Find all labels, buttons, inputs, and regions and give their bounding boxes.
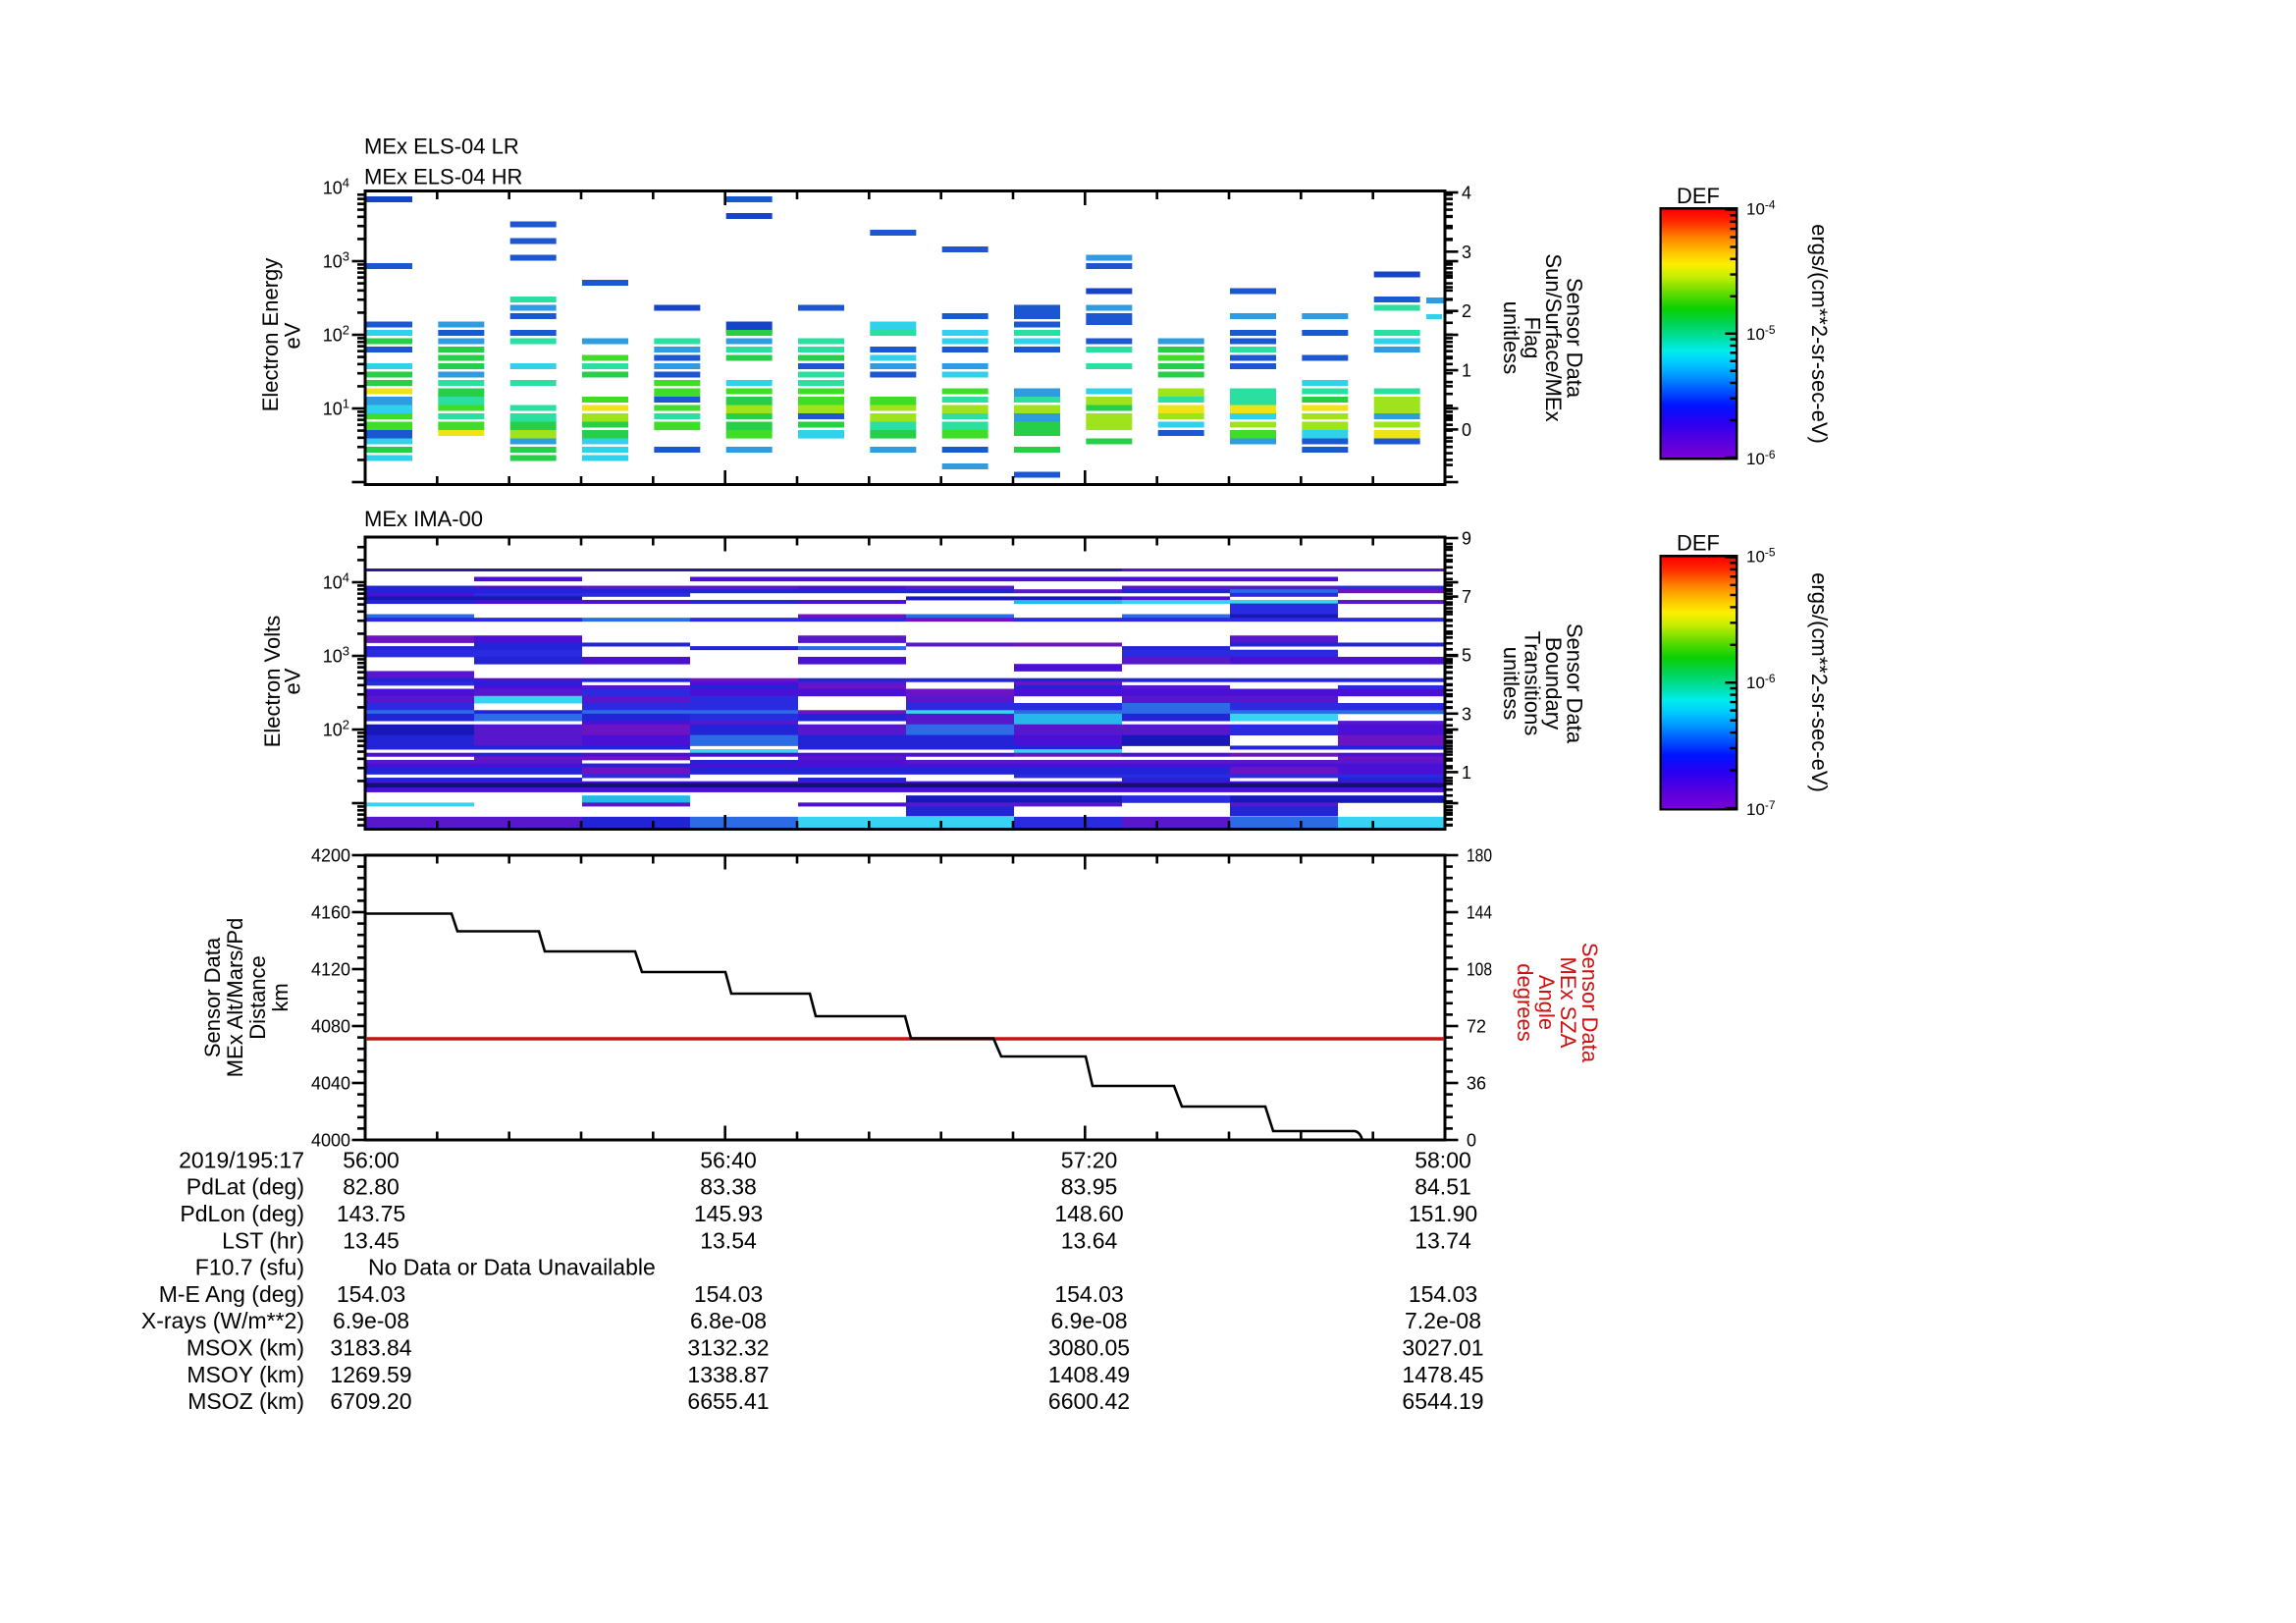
svg-text:km: km (268, 983, 293, 1011)
svg-text:MEx Alt/Mars/Pd: MEx Alt/Mars/Pd (223, 918, 247, 1078)
svg-text:13.64: 13.64 (1061, 1227, 1118, 1253)
svg-text:154.03: 154.03 (1409, 1281, 1477, 1307)
svg-text:83.38: 83.38 (700, 1174, 757, 1200)
svg-text:eV: eV (281, 668, 305, 694)
svg-text:6655.41: 6655.41 (687, 1388, 769, 1414)
svg-text:4080: 4080 (311, 1017, 350, 1037)
svg-text:Boundary: Boundary (1541, 637, 1566, 730)
svg-text:LST (hr): LST (hr) (222, 1227, 304, 1253)
svg-text:13.74: 13.74 (1415, 1227, 1471, 1253)
svg-text:MEx ELS-04 HR: MEx ELS-04 HR (364, 165, 522, 189)
svg-text:1: 1 (1462, 361, 1471, 381)
svg-text:13.45: 13.45 (343, 1227, 400, 1253)
svg-text:M-E Ang (deg): M-E Ang (deg) (159, 1281, 304, 1307)
svg-text:F10.7 (sfu): F10.7 (sfu) (195, 1255, 304, 1280)
svg-text:MSOZ (km): MSOZ (km) (187, 1388, 304, 1414)
svg-text:1478.45: 1478.45 (1402, 1362, 1483, 1387)
svg-text:6600.42: 6600.42 (1048, 1388, 1130, 1414)
svg-text:7: 7 (1462, 587, 1471, 607)
svg-text:6709.20: 6709.20 (330, 1388, 411, 1414)
svg-text:4040: 4040 (311, 1074, 350, 1094)
svg-text:eV: eV (281, 322, 305, 349)
svg-text:MEx IMA-00: MEx IMA-00 (364, 507, 483, 531)
svg-text:84.51: 84.51 (1415, 1174, 1471, 1200)
svg-text:MEx SZA: MEx SZA (1556, 957, 1580, 1049)
svg-text:MEx ELS-04 LR: MEx ELS-04 LR (364, 135, 519, 159)
svg-text:154.03: 154.03 (694, 1281, 763, 1307)
svg-text:83.95: 83.95 (1061, 1174, 1118, 1200)
svg-text:2019/195:17: 2019/195:17 (179, 1147, 304, 1172)
svg-text:4: 4 (1462, 184, 1471, 203)
svg-text:Transitions: Transitions (1521, 631, 1545, 736)
svg-text:57:20: 57:20 (1061, 1147, 1118, 1172)
svg-text:3132.32: 3132.32 (687, 1335, 769, 1361)
svg-text:ergs/(cm**2-sr-sec-eV): ergs/(cm**2-sr-sec-eV) (1807, 572, 1832, 792)
svg-text:1408.49: 1408.49 (1048, 1362, 1130, 1387)
svg-text:56:40: 56:40 (700, 1147, 757, 1172)
svg-text:4120: 4120 (311, 960, 350, 980)
svg-text:7.2e-08: 7.2e-08 (1405, 1308, 1481, 1333)
svg-text:MSOY (km): MSOY (km) (187, 1362, 304, 1387)
svg-text:148.60: 148.60 (1054, 1201, 1123, 1226)
svg-text:154.03: 154.03 (337, 1281, 405, 1307)
svg-text:Angle: Angle (1534, 975, 1559, 1030)
svg-text:3: 3 (1462, 243, 1471, 262)
svg-text:0: 0 (1467, 1131, 1476, 1151)
svg-text:151.90: 151.90 (1409, 1201, 1477, 1226)
svg-text:Electron Energy: Electron Energy (258, 258, 283, 412)
svg-text:145.93: 145.93 (694, 1201, 763, 1226)
svg-text:DEF: DEF (1677, 531, 1720, 556)
svg-text:9: 9 (1462, 529, 1471, 549)
svg-text:3080.05: 3080.05 (1048, 1335, 1130, 1361)
svg-text:1338.87: 1338.87 (687, 1362, 769, 1387)
svg-text:5: 5 (1462, 646, 1471, 666)
svg-text:Electron Volts: Electron Volts (260, 616, 285, 748)
svg-text:degrees: degrees (1513, 963, 1537, 1042)
svg-text:DEF: DEF (1677, 184, 1720, 208)
svg-text:108: 108 (1467, 960, 1492, 980)
svg-text:6.9e-08: 6.9e-08 (333, 1308, 409, 1333)
svg-text:X-rays (W/m**2): X-rays (W/m**2) (141, 1308, 304, 1333)
svg-text:4000: 4000 (311, 1131, 350, 1151)
svg-text:3183.84: 3183.84 (330, 1335, 411, 1361)
svg-text:143.75: 143.75 (337, 1201, 405, 1226)
svg-text:6544.19: 6544.19 (1402, 1388, 1483, 1414)
svg-text:13.54: 13.54 (700, 1227, 757, 1253)
svg-text:ergs/(cm**2-sr-sec-eV): ergs/(cm**2-sr-sec-eV) (1807, 224, 1832, 444)
svg-text:36: 36 (1467, 1074, 1486, 1094)
svg-text:No Data or Data Unavailable: No Data or Data Unavailable (368, 1255, 656, 1280)
svg-text:82.80: 82.80 (343, 1174, 400, 1200)
svg-text:PdLat (deg): PdLat (deg) (187, 1174, 304, 1200)
svg-text:1269.59: 1269.59 (330, 1362, 411, 1387)
svg-text:MSOX (km): MSOX (km) (187, 1335, 304, 1361)
svg-text:Sensor Data: Sensor Data (1563, 278, 1587, 399)
svg-text:0: 0 (1462, 420, 1471, 440)
svg-text:Flag: Flag (1521, 317, 1545, 359)
svg-text:4200: 4200 (311, 846, 350, 866)
svg-text:58:00: 58:00 (1415, 1147, 1471, 1172)
svg-text:4160: 4160 (311, 903, 350, 923)
svg-text:154.03: 154.03 (1054, 1281, 1123, 1307)
svg-text:Sensor Data: Sensor Data (1563, 623, 1587, 744)
svg-text:144: 144 (1467, 903, 1492, 923)
svg-text:Distance: Distance (245, 955, 270, 1040)
svg-text:72: 72 (1467, 1017, 1486, 1037)
svg-text:56:00: 56:00 (343, 1147, 400, 1172)
svg-text:6.8e-08: 6.8e-08 (690, 1308, 767, 1333)
svg-text:3027.01: 3027.01 (1402, 1335, 1483, 1361)
svg-text:6.9e-08: 6.9e-08 (1050, 1308, 1127, 1333)
svg-text:PdLon (deg): PdLon (deg) (180, 1201, 304, 1226)
svg-text:unitless: unitless (1499, 647, 1523, 721)
svg-text:1: 1 (1462, 763, 1471, 783)
svg-text:Sensor Data: Sensor Data (1577, 943, 1602, 1063)
svg-text:180: 180 (1467, 846, 1492, 866)
svg-text:unitless: unitless (1499, 301, 1523, 375)
svg-text:Sensor Data: Sensor Data (200, 937, 225, 1057)
svg-text:2: 2 (1462, 301, 1471, 321)
svg-text:Sun/Surface/MEx: Sun/Surface/MEx (1541, 253, 1566, 421)
svg-text:3: 3 (1462, 704, 1471, 724)
